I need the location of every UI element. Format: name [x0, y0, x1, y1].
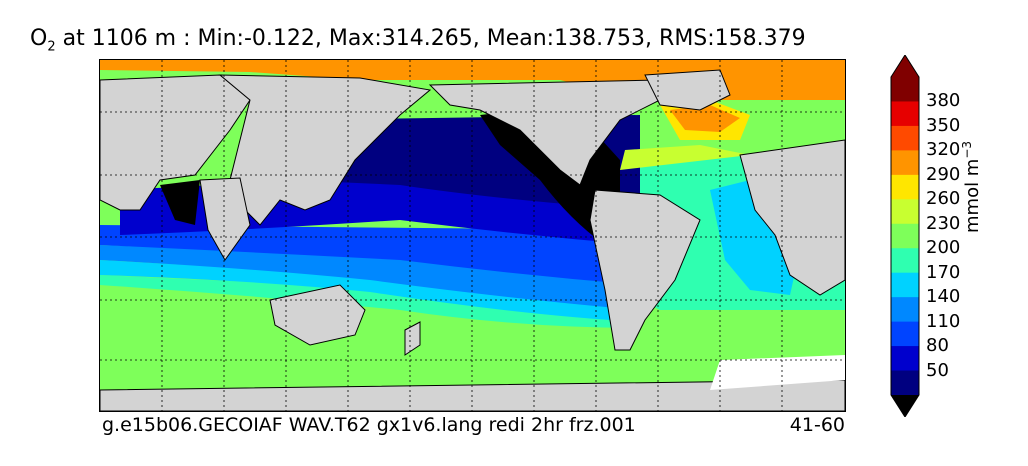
case-name-label: g.e15b06.GECOIAF WAV.T62 gx1v6.lang redi…: [102, 414, 636, 436]
plot-title: O2 at 1106 m : Min:-0.122, Max:314.265, …: [30, 26, 806, 55]
colorbar-segment: [891, 272, 919, 298]
year-range-label: 41-60: [789, 414, 845, 436]
land-antarctica: [100, 379, 845, 411]
colorbar-tick-label: 230: [926, 212, 961, 234]
colorbar-tick-label: 50: [926, 359, 949, 381]
graticule: [100, 60, 845, 411]
land-south-america: [589, 189, 701, 351]
ice-mask-sea: [710, 355, 845, 390]
colorbar-tick-label: 260: [926, 188, 961, 210]
colorbar-tick-label: 200: [926, 237, 961, 259]
band-teal-south: [100, 275, 640, 328]
colorbar-segment: [891, 370, 919, 396]
colorbar-segment: [891, 199, 919, 225]
units-label: mmol m−3: [960, 140, 983, 233]
colorbar-tick-label: 350: [926, 114, 961, 136]
colorbar-tick-label: 80: [926, 335, 949, 357]
colorbar-frame: [890, 55, 920, 417]
ocean-oxygen-map: [99, 59, 846, 412]
colorbar-tick-label: 140: [926, 286, 961, 308]
colorbar-segment: [891, 77, 919, 102]
colorbar-tick-label: 170: [926, 261, 961, 283]
colorbar: [890, 55, 920, 417]
land-greenland: [644, 69, 731, 111]
colorbar-tick-label: 290: [926, 163, 961, 185]
colorbar-max-extend: [891, 55, 919, 77]
colorbar-segment: [891, 346, 919, 372]
colorbar-segment: [891, 223, 919, 249]
colorbar-segment: [891, 150, 919, 176]
land-africa: [739, 139, 845, 296]
colorbar-segment: [891, 321, 919, 347]
colorbar-segment: [891, 248, 919, 274]
land-india: [199, 177, 251, 261]
band-140-pac: [100, 260, 640, 322]
nordic-230: [620, 145, 750, 170]
colorbar-tick-label: 110: [926, 310, 961, 332]
colorbar-min-extend: [891, 395, 919, 417]
colorbar-segment: [891, 101, 919, 127]
colorbar-segment: [891, 174, 919, 200]
colorbar-tick-label: 320: [926, 139, 961, 161]
colorbar-tick-label: 380: [926, 90, 961, 112]
colorbar-segment: [891, 297, 919, 323]
anoxic-arabian-sea: [160, 180, 200, 225]
land-nz: [404, 321, 421, 356]
colorbar-segment: [891, 125, 919, 151]
labrador-320: [670, 105, 740, 132]
